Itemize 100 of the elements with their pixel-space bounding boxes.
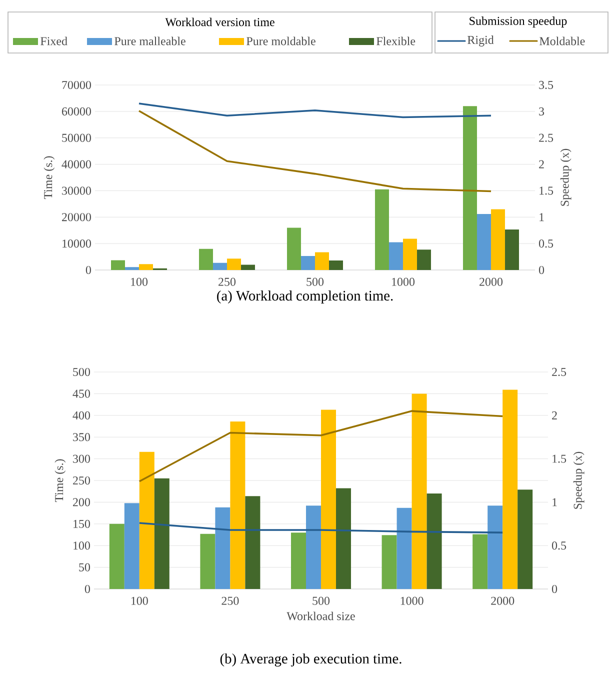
bar bbox=[290, 532, 306, 589]
line-series bbox=[138, 522, 504, 534]
x-tick-label: 1000 bbox=[392, 278, 415, 286]
y2-tick-label: 1.5 bbox=[540, 186, 554, 195]
legend-label: Fixed bbox=[40, 36, 68, 46]
text: (a) Workload completion time. bbox=[217, 290, 393, 304]
y-tick-label: 50000 bbox=[62, 134, 91, 142]
y-axis-title: Time (s.) bbox=[54, 459, 66, 502]
line-series bbox=[138, 410, 504, 482]
text: (b) Average job execution time. bbox=[220, 653, 402, 667]
y-tick-label: 60000 bbox=[62, 107, 91, 116]
legend-label: Rigid bbox=[468, 36, 494, 46]
x-tick-label: 2000 bbox=[491, 596, 514, 605]
y2-tick-label: 2 bbox=[539, 160, 544, 168]
bar bbox=[154, 478, 170, 589]
x-tick-label: 500 bbox=[312, 596, 330, 605]
bar bbox=[518, 490, 533, 589]
y-tick-label: 350 bbox=[73, 433, 90, 442]
legend-label: Flexible bbox=[376, 36, 416, 46]
text: Submission speedup bbox=[470, 16, 567, 28]
y2-tick-label: 1.5 bbox=[552, 454, 566, 463]
x-tick-label: 250 bbox=[218, 278, 236, 286]
bar bbox=[412, 394, 427, 589]
bar bbox=[300, 256, 315, 270]
bar bbox=[306, 506, 321, 589]
bar bbox=[476, 214, 491, 270]
x-tick-label: 100 bbox=[131, 278, 148, 286]
bar bbox=[109, 524, 124, 589]
x-tick-label: 1000 bbox=[400, 596, 424, 605]
bar bbox=[374, 189, 389, 270]
bar bbox=[125, 267, 139, 270]
y-tick-label: 30000 bbox=[62, 186, 91, 195]
bar bbox=[286, 228, 301, 270]
bar bbox=[426, 494, 442, 589]
y2-tick-label: 0.5 bbox=[552, 542, 566, 550]
legend-label: Pure malleable bbox=[114, 36, 186, 46]
bar bbox=[215, 507, 230, 589]
bar bbox=[138, 264, 153, 270]
bar bbox=[488, 506, 503, 589]
y-tick-label: 50 bbox=[79, 563, 90, 572]
y2-tick-label: 0 bbox=[552, 584, 558, 594]
x-tick-label: 100 bbox=[131, 596, 148, 605]
y-tick-label: 70000 bbox=[62, 80, 91, 90]
bar bbox=[472, 534, 488, 589]
bar bbox=[490, 209, 505, 270]
bar bbox=[314, 252, 329, 270]
y-tick-label: 0 bbox=[86, 266, 91, 274]
bar bbox=[396, 508, 412, 589]
y-tick-label: 40000 bbox=[62, 160, 91, 168]
y2-tick-label: 3.5 bbox=[539, 80, 554, 90]
y2-tick-label: 1 bbox=[540, 213, 544, 222]
y2-axis-title: Speedup (x) bbox=[573, 452, 584, 509]
bar bbox=[245, 496, 260, 589]
x-tick-label: 500 bbox=[306, 278, 324, 286]
bar bbox=[111, 260, 125, 270]
y2-tick-label: 0.5 bbox=[538, 239, 554, 248]
bar bbox=[336, 488, 351, 589]
y-tick-label: 300 bbox=[73, 454, 90, 463]
bar bbox=[139, 452, 154, 589]
y2-tick-label: 0 bbox=[538, 266, 544, 274]
y2-tick-label: 2.5 bbox=[552, 368, 566, 376]
legend-label: Pure moldable bbox=[246, 36, 316, 46]
y-tick-label: 150 bbox=[74, 520, 90, 528]
bar bbox=[198, 248, 213, 270]
line-series bbox=[138, 102, 492, 118]
x-tick-label: 2000 bbox=[480, 278, 503, 286]
bar bbox=[240, 264, 255, 270]
bar bbox=[382, 535, 397, 589]
y2-tick-label: 1 bbox=[552, 498, 557, 506]
y-tick-label: 10000 bbox=[62, 240, 91, 248]
bar bbox=[502, 390, 518, 589]
y-tick-label: 250 bbox=[73, 476, 90, 485]
y-tick-label: 500 bbox=[73, 368, 90, 376]
bar bbox=[200, 534, 216, 589]
bar bbox=[124, 503, 140, 589]
bar bbox=[388, 242, 403, 270]
bar bbox=[402, 238, 417, 270]
bar bbox=[328, 260, 343, 270]
bar bbox=[504, 230, 519, 270]
x-tick-label: 250 bbox=[222, 596, 239, 605]
x-axis-title: Workload size bbox=[286, 612, 355, 620]
bar bbox=[462, 106, 477, 270]
y2-tick-label: 2 bbox=[552, 411, 557, 420]
legend-label: Moldable bbox=[540, 36, 585, 46]
y2-tick-label: 2.5 bbox=[539, 134, 554, 142]
bar bbox=[226, 258, 241, 270]
y-axis-title: Time (s.) bbox=[44, 156, 55, 200]
y-tick-label: 20000 bbox=[62, 213, 91, 222]
bar bbox=[416, 250, 431, 270]
y-tick-label: 450 bbox=[72, 390, 90, 398]
line-series bbox=[138, 110, 492, 192]
y-tick-label: 200 bbox=[73, 498, 90, 506]
y-tick-label: 400 bbox=[72, 411, 90, 420]
y2-tick-label: 3 bbox=[539, 107, 544, 116]
legend-title: Workload version time bbox=[165, 18, 274, 26]
bar bbox=[320, 410, 336, 589]
y-tick-label: 0 bbox=[84, 584, 90, 594]
y-tick-label: 100 bbox=[74, 542, 90, 550]
y2-axis-title: Speedup (x) bbox=[560, 148, 572, 206]
bar bbox=[213, 262, 227, 270]
